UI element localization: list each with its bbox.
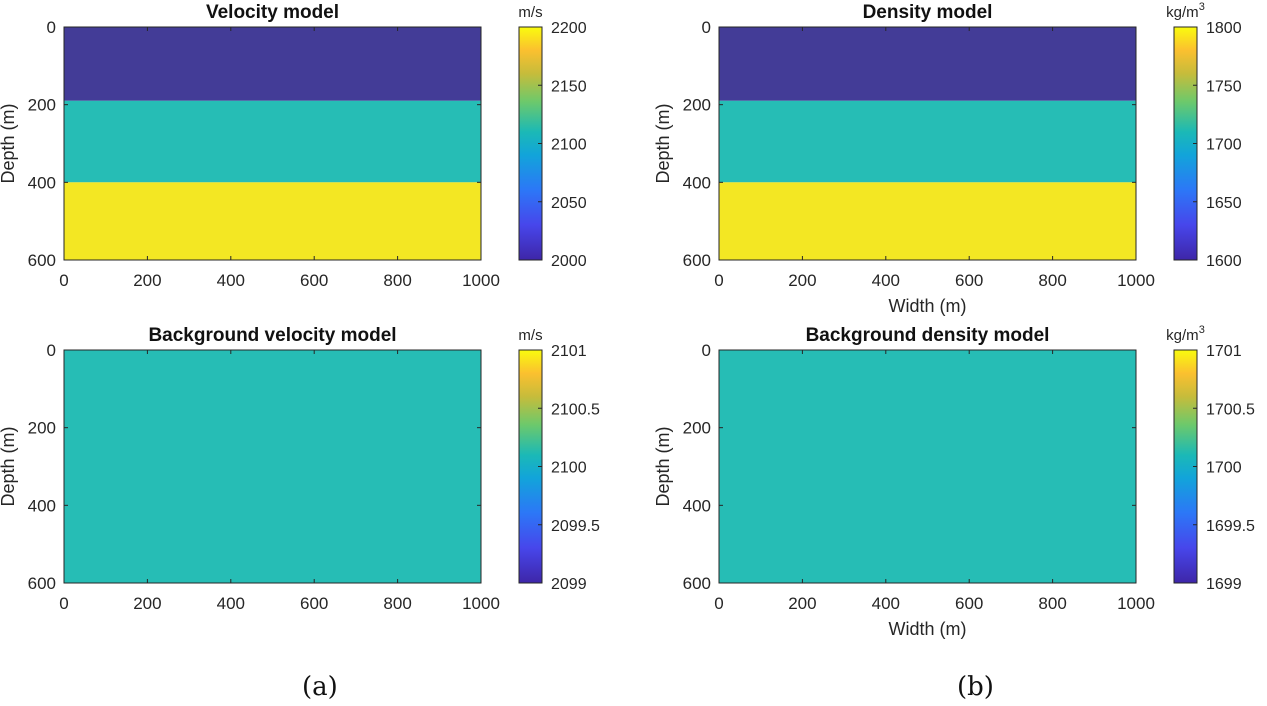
plot-frame [718,349,1137,584]
chart-density-model: Density model 0 200 400 600 800 1000 0 200 400 600… [653,1,1242,316]
colorbar-tick-label: 1700.5 [1206,401,1255,418]
colorbar-tick-label: 1700 [1206,137,1242,154]
colorbar-tick-label: 2100 [551,460,587,477]
y-axis-label: Depth (m) [0,426,18,506]
y-tick-label: 200 [28,419,56,438]
colorbar-tick-label: 1800 [1206,20,1242,37]
colorbar-tick-label: 1750 [1206,78,1242,95]
x-tick-label: 0 [59,271,68,290]
y-tick-label: 400 [683,496,711,515]
colorbar-unit-superscript: 3 [1199,1,1205,13]
plot-frame [63,349,482,584]
colorbar-tick-label: 1650 [1206,195,1242,212]
colorbar-tick-label: 1699.5 [1206,518,1255,535]
colorbar-unit: kg/m3 [1166,1,1205,21]
colorbar-tick-label: 2200 [551,20,587,37]
colorbar-unit: kg/m3 [1166,324,1205,344]
y-tick-label: 600 [683,251,711,270]
colorbar-unit-base: kg/m [1166,4,1199,21]
layer-0 [64,350,481,583]
plot-frame [718,26,1137,261]
x-tick-label: 200 [133,271,161,290]
x-tick-label: 1000 [462,594,500,613]
x-tick-label: 800 [383,594,411,613]
layer-2 [719,182,1136,260]
y-tick-label: 200 [28,96,56,115]
x-tick-label: 1000 [1117,594,1155,613]
colorbar-tick-label: 2050 [551,195,587,212]
colorbar-tick-label: 2100.5 [551,401,600,418]
x-tick-label: 400 [872,271,900,290]
x-tick-label: 0 [59,594,68,613]
x-tick-label: 200 [133,594,161,613]
x-tick-label: 400 [217,271,245,290]
y-tick-label: 0 [47,18,56,37]
y-tick-label: 0 [47,341,56,360]
y-tick-label: 400 [683,173,711,192]
colorbar-tick-label: 1600 [1206,253,1242,270]
colorbar-tick-label: 2150 [551,78,587,95]
x-tick-label: 200 [788,594,816,613]
colorbar-unit-base: kg/m [1166,327,1199,344]
x-tick-label: 400 [217,594,245,613]
colorbar-tick-label: 2100 [551,137,587,154]
x-tick-label: 0 [714,594,723,613]
chart-background-density-model: Background density model 0 200 400 600 800 100… [653,324,1255,639]
y-axis-label: Depth (m) [653,426,673,506]
colorbar-tick-label: 2099.5 [551,518,600,535]
layer-0 [64,27,481,101]
y-axis-label: Depth (m) [653,103,673,183]
colorbar-unit-base: m/s [518,4,542,21]
y-tick-label: 600 [683,574,711,593]
y-tick-label: 200 [683,419,711,438]
y-tick-label: 0 [702,18,711,37]
panel-label-b: (b) [957,672,994,702]
layer-2 [64,182,481,260]
colorbar-unit: m/s [518,327,542,344]
y-tick-label: 0 [702,341,711,360]
colorbar-unit: m/s [518,4,542,21]
colorbar-tick-label: 1701 [1206,343,1242,360]
chart-title: Background velocity model [148,325,396,346]
x-tick-label: 1000 [1117,271,1155,290]
colorbar-unit-superscript: 3 [1199,324,1205,336]
layer-1 [64,100,481,183]
colorbar-tick-label: 2099 [551,576,587,593]
plot-frame [63,26,482,261]
x-axis-label: Width (m) [889,619,967,639]
colorbar-tick-label: 1700 [1206,460,1242,477]
x-tick-label: 600 [300,271,328,290]
x-axis-label: Width (m) [889,296,967,316]
colorbar-tick-label: 2101 [551,343,587,360]
x-tick-label: 800 [1038,594,1066,613]
x-tick-label: 600 [955,594,983,613]
layer-0 [719,27,1136,101]
x-tick-label: 1000 [462,271,500,290]
chart-title: Density model [863,2,993,23]
x-tick-label: 600 [300,594,328,613]
x-tick-label: 600 [955,271,983,290]
colorbar-tick-label: 2000 [551,253,587,270]
chart-title: Background density model [806,325,1050,346]
layer-1 [719,100,1136,183]
x-tick-label: 400 [872,594,900,613]
y-tick-label: 600 [28,574,56,593]
x-tick-label: 200 [788,271,816,290]
layer-0 [719,350,1136,583]
chart-title: Velocity model [206,2,339,23]
chart-velocity-model: Velocity model 0 200 400 600 800 1000 0 200 400 60… [0,2,587,290]
y-tick-label: 400 [28,173,56,192]
panel-label-a: (a) [302,672,338,702]
y-tick-label: 400 [28,496,56,515]
colorbar-unit-base: m/s [518,327,542,344]
chart-background-velocity-model: Background velocity model 0 200 400 600 800 10… [0,325,600,613]
y-tick-label: 600 [28,251,56,270]
colorbar-tick-label: 1699 [1206,576,1242,593]
y-tick-label: 200 [683,96,711,115]
y-axis-label: Depth (m) [0,103,18,183]
x-tick-label: 800 [383,271,411,290]
x-tick-label: 800 [1038,271,1066,290]
x-tick-label: 0 [714,271,723,290]
